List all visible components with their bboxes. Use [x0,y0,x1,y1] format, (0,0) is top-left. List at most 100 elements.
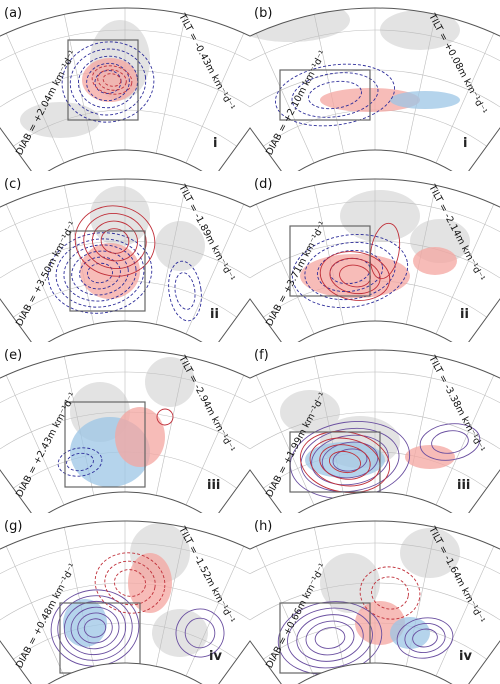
meridian-line [435,33,495,164]
panel-c: (c) DIAB = +3.50m km⁻¹d⁻¹ TILT = -1.89m … [0,171,250,342]
region-box [289,225,371,297]
parallel-line [250,29,500,82]
map-frame [250,520,500,684]
land-mass [90,186,150,246]
contour-blue [431,430,469,454]
contour-blue [77,612,113,644]
map-panel-c [0,178,250,342]
meridian-line [5,546,65,677]
regime-label: iii [207,478,221,493]
panel-label: (e) [4,348,23,363]
contour-blue [83,618,107,638]
contour-red [100,228,130,254]
contour-red [91,65,133,95]
meridian-line [63,14,95,154]
regime-label: iii [457,478,471,493]
meridian-line [155,185,187,325]
meridian-line [405,14,437,154]
contour-red [83,213,147,269]
parallel-line [13,109,237,147]
contour-blue [174,272,196,310]
land-mass [320,553,380,613]
contour-blue [332,448,368,472]
map-frame [250,178,500,342]
contour-blue [47,232,153,314]
region-box [289,431,381,493]
regime-label: ii [210,307,219,322]
anomaly-shading [413,247,457,275]
contour-blue [304,241,396,301]
map-panel-g [0,520,250,684]
contour-blue [61,41,155,123]
contour-blue [175,608,225,658]
panel-label: (a) [4,6,23,21]
map-content [250,521,500,677]
contour-blue [168,260,202,322]
contour-blue [70,606,120,650]
contour-red [74,205,156,277]
meridian-line [5,204,65,335]
contour-blue [57,595,133,661]
anomaly-shading [305,442,385,478]
map-frame [250,349,500,513]
parallel-line [0,371,250,424]
panel-label: (b) [254,6,273,21]
anomaly-shading [390,617,430,649]
parallel-line [250,69,500,115]
panel-label: (h) [254,519,273,534]
contour-blue [314,627,346,649]
regime-label: i [213,136,218,151]
map-frame [0,520,250,684]
contour-blue [69,48,147,116]
map-frame [0,349,250,513]
parallel-line [0,29,250,82]
anomaly-shading [80,243,140,299]
panel-label: (g) [4,519,23,534]
regime-label: iv [459,649,472,664]
meridian-line [185,375,245,506]
map-content [250,179,500,335]
parallel-line [250,240,500,286]
contour-blue [63,244,137,302]
meridian-line [255,204,315,335]
contour-red [102,73,122,87]
parallel-line [250,371,500,424]
land-mass [20,102,100,138]
panel-h: (h) DIAB = +0.66m km⁻¹d⁻¹ TILT = -1.64m … [250,513,500,684]
land-mass [155,221,205,271]
parallel-line [250,542,500,595]
parallel-line [0,200,250,253]
contour-red [329,257,381,295]
meridian-line [313,185,345,325]
parallel-line [0,582,250,628]
map-content [0,521,250,677]
meridian-line [435,204,495,335]
anomaly-shading [63,599,107,647]
meridian-line [255,33,315,164]
contour-red [369,222,401,280]
meridian-line [5,33,65,164]
land-mass [152,609,208,657]
meridian-line [185,204,245,335]
contour-blue [396,617,454,659]
land-mass [280,390,340,434]
map-panel-h [250,520,500,684]
map-panel-b [250,7,500,171]
contour-red [328,450,362,474]
regime-label: ii [460,307,469,322]
panel-label: (f) [254,348,269,363]
meridian-line [435,375,495,506]
meridian-line [5,375,65,506]
anomaly-shading [128,553,172,613]
panel-g: (g) DIAB = +0.48m km⁻¹d⁻¹ TILT = -1.52m … [0,513,250,684]
contour-blue [419,423,481,461]
land-mass [380,10,460,50]
contour-blue [412,628,438,648]
contour-blue [291,72,379,118]
meridian-line [435,546,495,677]
map-panel-f [250,349,500,513]
panel-a: (a) DIAB = +2.04m km⁻¹d⁻¹ TILT = -0.43m … [0,0,250,171]
parallel-line [250,411,500,457]
map-frame [0,178,250,342]
contour-blue [71,250,129,296]
